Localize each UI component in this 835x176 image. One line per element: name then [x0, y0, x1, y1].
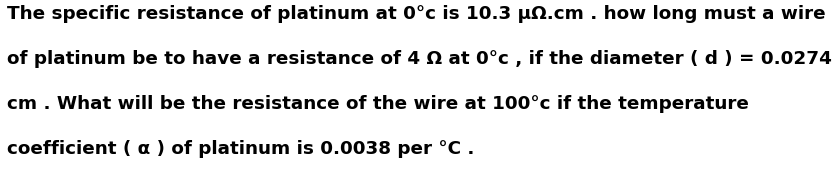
Text: of platinum be to have a resistance of 4 Ω at 0°c , if the diameter ( d ) = 0.02: of platinum be to have a resistance of 4…: [7, 50, 832, 68]
Text: coefficient ( α ) of platinum is 0.0038 per °C .: coefficient ( α ) of platinum is 0.0038 …: [7, 140, 474, 158]
Text: cm . What will be the resistance of the wire at 100°c if the temperature: cm . What will be the resistance of the …: [7, 95, 748, 113]
Text: The specific resistance of platinum at 0°c is 10.3 μΩ.cm . how long must a wire: The specific resistance of platinum at 0…: [7, 5, 825, 23]
